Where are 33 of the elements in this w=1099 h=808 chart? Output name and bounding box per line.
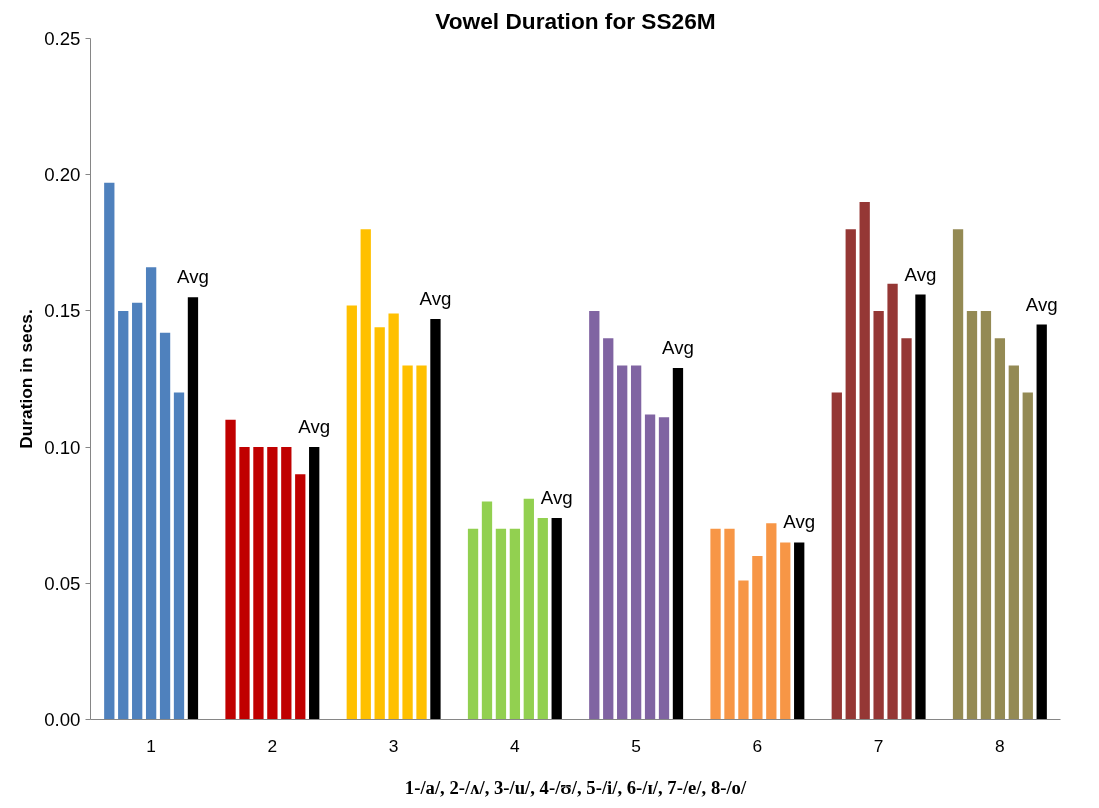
y-axis-title: Duration in secs. bbox=[16, 309, 37, 449]
bar bbox=[187, 297, 199, 720]
x-tick-label: 2 bbox=[267, 735, 278, 756]
y-tick-label: 0.20 bbox=[44, 164, 81, 186]
bar bbox=[430, 319, 441, 720]
chart-title: Vowel Duration for SS26M bbox=[435, 7, 716, 34]
annotation: Avg bbox=[298, 416, 331, 438]
annotation: Avg bbox=[662, 337, 694, 359]
bar bbox=[794, 542, 805, 720]
y-tick-label: 0.05 bbox=[44, 572, 81, 594]
annotation: Avg bbox=[783, 511, 816, 533]
y-tick-label: 0.15 bbox=[44, 300, 81, 322]
bar bbox=[1036, 324, 1047, 720]
bar bbox=[915, 294, 926, 720]
x-tick-label: 1 bbox=[146, 735, 156, 756]
annotation: Avg bbox=[904, 263, 937, 285]
annotation: Avg bbox=[419, 288, 452, 310]
annotation: Avg bbox=[540, 486, 573, 508]
x-axis-title: 1-/a/, 2-/ʌ/, 3-/u/, 4-/ʊ/, 5-/i/, 6-/ɪ/, 7-/e/, 8-/o/ bbox=[404, 776, 747, 798]
x-tick-label: 3 bbox=[388, 735, 399, 756]
annotation: Avg bbox=[177, 266, 209, 288]
y-tick-label: 0.10 bbox=[44, 436, 81, 458]
x-tick-label: 6 bbox=[752, 735, 763, 756]
y-tick-label: 0.25 bbox=[44, 28, 81, 49]
x-tick-label: 8 bbox=[995, 735, 1005, 756]
bar bbox=[672, 368, 684, 720]
annotation: Avg bbox=[1025, 293, 1058, 315]
x-tick-label: 4 bbox=[510, 735, 521, 756]
bar bbox=[309, 447, 320, 720]
bar bbox=[551, 517, 562, 720]
y-tick-label: 0.00 bbox=[44, 709, 81, 730]
x-tick-label: 7 bbox=[873, 735, 884, 756]
x-tick-label: 5 bbox=[631, 735, 641, 756]
